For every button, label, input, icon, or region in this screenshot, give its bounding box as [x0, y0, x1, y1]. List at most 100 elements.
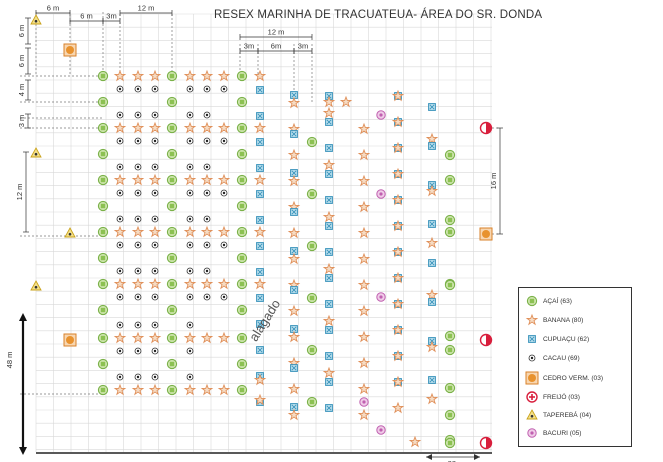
acai-icon [97, 226, 109, 238]
banana-icon [288, 383, 300, 394]
acai-icon [97, 148, 109, 160]
acai-icon [97, 332, 109, 344]
cupuacu-icon [290, 208, 298, 216]
cacau-icon [151, 373, 159, 381]
banana-icon [218, 174, 230, 185]
legend-label: FREIJÓ (03) [543, 393, 581, 401]
dashed-guide-lines [20, 12, 500, 454]
cupuacu-icon [325, 170, 333, 178]
cacau-icon [151, 293, 159, 301]
cacau-icon [186, 321, 194, 329]
dimension-top-6m: 6 m [80, 12, 93, 21]
dimension-top-3m: 3m [106, 12, 116, 21]
dimension-right-16m: 16 m [489, 173, 498, 190]
acai-icon [166, 122, 178, 134]
acai-icon [236, 148, 248, 160]
cacau-icon [186, 111, 194, 119]
bacuri-icon [359, 397, 369, 407]
acai-icon [97, 122, 109, 134]
tapereba-icon [526, 409, 538, 420]
cupuacu-icon [325, 274, 333, 282]
banana-icon [132, 226, 144, 237]
cupuacu-icon [290, 130, 298, 138]
banana-icon [218, 332, 230, 343]
acai-icon [166, 200, 178, 212]
cacau-icon [220, 293, 228, 301]
cacau-icon [186, 137, 194, 145]
acai-icon [236, 122, 248, 134]
banana-icon [288, 409, 300, 420]
cupuacu-icon [325, 248, 333, 256]
banana-icon [358, 279, 370, 290]
tapereba-icon [64, 227, 76, 238]
acai-icon [236, 226, 248, 238]
acai-icon [166, 358, 178, 370]
dimension-mid-3m: 3m [244, 42, 254, 51]
legend-item-bacuri: BACURI (05) [525, 425, 581, 441]
acai-icon [166, 332, 178, 344]
dimension-left-12m: 12 m [15, 184, 24, 201]
cacau-icon [186, 293, 194, 301]
cupuacu-icon [256, 216, 264, 224]
acai-icon [236, 70, 248, 82]
cupuacu-icon [256, 346, 264, 354]
dimension-left-4m: 4 m [17, 84, 26, 97]
cupuacu-icon [256, 242, 264, 250]
banana-icon [323, 367, 335, 378]
cacau-icon [134, 111, 142, 119]
cacau-icon [203, 267, 211, 275]
cacau-icon [116, 293, 124, 301]
cedro-icon [525, 371, 539, 385]
banana-icon [132, 122, 144, 133]
page-title: RESEX MARINHA DE TRACUATEUA- ÁREA DO SR.… [214, 9, 543, 21]
acai-icon [166, 148, 178, 160]
cacau-icon [186, 189, 194, 197]
legend-item-banana: BANANA (80) [525, 312, 583, 328]
legend-label: BACURI (05) [543, 429, 582, 437]
banana-icon [201, 122, 213, 133]
dimension-top-12m: 12 m [138, 4, 155, 13]
legend-label: CEDRO VERM. (03) [543, 374, 604, 382]
acai-icon [444, 409, 456, 421]
cacau-icon [220, 241, 228, 249]
cacau-icon [186, 163, 194, 171]
acai-icon [166, 226, 178, 238]
cacau-icon [220, 85, 228, 93]
banana-icon [358, 253, 370, 264]
banana-icon [358, 357, 370, 368]
cacau-icon [116, 241, 124, 249]
legend-item-cacau: CACAU (69) [525, 350, 580, 366]
cacau-icon [203, 163, 211, 171]
banana-icon [218, 384, 230, 395]
cacau-icon [186, 267, 194, 275]
cupuacu-icon [325, 404, 333, 412]
acai-icon [444, 149, 456, 161]
legend-item-cedro: CEDRO VERM. (03) [525, 370, 603, 386]
dimension-left-3m: 3 m [17, 115, 26, 128]
cacau-icon [134, 267, 142, 275]
banana-icon [358, 149, 370, 160]
acai-icon [236, 252, 248, 264]
cacau-icon [134, 241, 142, 249]
acai-icon [444, 226, 456, 238]
cacau-icon [151, 347, 159, 355]
cacau-icon [116, 321, 124, 329]
cacau-icon [203, 137, 211, 145]
banana-icon [132, 174, 144, 185]
dimension-mid-12m: 12 m [268, 28, 285, 37]
cupuacu-icon [256, 86, 264, 94]
cacau-icon [116, 373, 124, 381]
cacau-icon [116, 189, 124, 197]
cacau-icon [134, 85, 142, 93]
cacau-icon [186, 241, 194, 249]
cacau-icon [151, 267, 159, 275]
dimension-annotations: 6 m 6 m 3m 12 m 12 m 3m 6m 3m 6 m 6 m 4 m 3 m 12 m 48… [5, 4, 503, 462]
cacau-icon [116, 137, 124, 145]
cacau-icon [134, 189, 142, 197]
banana-icon [358, 175, 370, 186]
cupuacu-icon [325, 144, 333, 152]
legend-item-acai: AÇAÍ (63) [525, 293, 572, 309]
legend: AÇAÍ (63) BANANA (80) CUPUAÇU (62) CACAU… [518, 287, 632, 447]
cupuacu-icon [325, 222, 333, 230]
